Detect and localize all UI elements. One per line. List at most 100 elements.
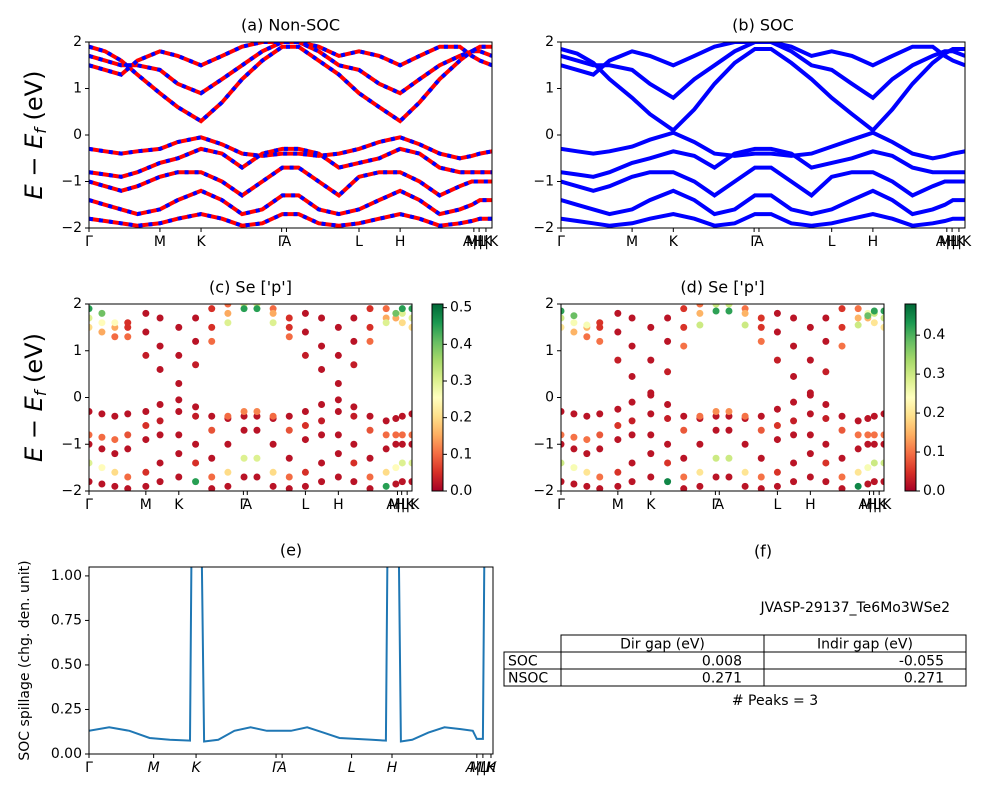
band-point [790,372,798,380]
band-point [408,478,412,486]
x-tick-label: K [196,234,206,250]
x-tick-label: M [154,234,166,250]
y-tick-label: −1 [533,174,554,190]
band-point [156,431,164,439]
y-tick-label: 2 [545,34,554,50]
band-point [240,305,248,313]
panel-title: (a) Non-SOC [241,16,340,35]
band-point [382,468,390,476]
band-point [253,473,261,481]
band-point [224,482,232,490]
band-point [285,473,293,481]
x-tick-label: H [333,497,344,513]
band-point [366,454,374,462]
band-point [854,314,862,322]
band-point [628,398,636,406]
band-point [142,351,150,359]
band-point [880,478,884,486]
x-tick-label: A|L [858,497,880,513]
band-point [269,319,277,327]
band-point [175,379,183,387]
x-tick-label: H|K [867,497,892,513]
band-point [790,459,798,467]
plot-area [561,42,965,228]
band-point [366,473,374,481]
y-tick-label: 0.00 [51,746,82,762]
x-tick-label: H [486,760,497,776]
x-tick-label: M|K [466,234,493,250]
band-point [680,473,688,481]
band-point [614,356,622,364]
band-point [175,323,183,331]
band-point [366,412,374,420]
band-point [285,412,293,420]
band-point [680,323,688,331]
band-point [773,436,781,444]
band-point [570,445,578,453]
band-point [334,450,342,458]
band-point [725,307,733,315]
band-point [712,304,720,308]
band-line [561,130,965,161]
band-point [366,426,374,434]
panel-title: (d) Se ['p'] [680,278,764,297]
band-point [647,450,655,458]
band-point [647,323,655,331]
band-point [208,485,216,491]
band-point [98,410,106,418]
band-point [350,440,358,448]
band-point [285,323,293,331]
y-axis-label-part: (eV) [20,333,48,391]
band-point [408,431,412,439]
band-point [647,410,655,418]
band-point [156,478,164,486]
band-point [89,323,93,331]
y-tick-label: 2 [73,296,82,312]
y-axis-label-part: E − E [20,395,48,462]
band-point [382,305,390,313]
band-point [773,309,781,317]
y-axis-label-part: (eV) [20,71,48,129]
band-point [838,323,846,331]
band-point [725,408,733,416]
band-point [647,356,655,364]
y-tick-label: −2 [61,483,82,499]
band-point [741,482,749,490]
band-point [561,440,565,448]
table-value: 0.271 [702,671,742,687]
y-tick-label: −1 [61,174,82,190]
y-tick-label: −2 [533,483,554,499]
x-tick-label: Γ [85,234,93,250]
band-point [253,408,261,416]
band-point [757,485,765,491]
x-tick-label: Γ [85,760,93,776]
band-point [570,410,578,418]
band-point [854,468,862,476]
band-point [696,304,704,308]
column-header: Dir gap (eV) [620,637,705,653]
table-value: 0.271 [904,671,944,687]
band-point [596,410,604,418]
column-header: Indir gap (eV) [817,637,913,653]
band-point [285,426,293,434]
y-tick-label: 0 [545,390,554,406]
band-point [614,309,622,317]
band-point [334,431,342,439]
band-point [596,473,604,481]
band-point [596,431,604,439]
band-point [664,478,672,486]
band-point [838,426,846,434]
band-point [628,431,636,439]
plot-area [89,567,486,743]
band-point [156,342,164,350]
colorbar-tick-label: 0.2 [923,405,945,421]
x-tick-label: A|L [463,234,485,250]
x-tick-label: H|K [474,234,499,250]
band-point [822,440,830,448]
band-point [880,410,884,418]
band-point [757,412,765,420]
band-point [382,482,390,490]
band-point [583,468,591,476]
band-point [870,412,878,420]
y-tick-label: 0 [545,127,554,143]
